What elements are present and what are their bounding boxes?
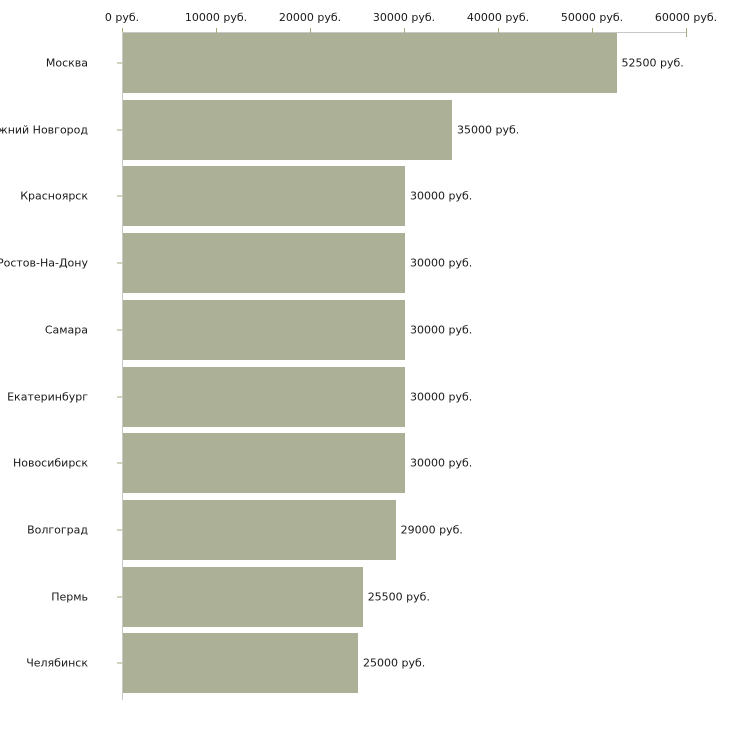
bar[interactable] [123, 366, 405, 427]
bar-value-label: 30000 руб. [410, 256, 473, 270]
y-axis-category-label: Волгоград [27, 523, 88, 537]
bar-row[interactable]: Екатеринбург 30000 руб. [0, 366, 730, 427]
y-axis-category-label: Москва [45, 56, 88, 70]
y-axis-category-label: Пермь [51, 590, 88, 604]
bar-value-label: 30000 руб. [410, 390, 473, 403]
bar-row[interactable]: Ростов-На-Дону 30000 руб. [0, 233, 730, 294]
bar[interactable] [123, 33, 617, 93]
bar[interactable] [123, 166, 405, 227]
y-axis-category-label: Красноярск [20, 189, 88, 203]
bar-row[interactable]: Красноярск 30000 руб. [0, 166, 730, 227]
bar-row[interactable]: Волгоград 29000 руб. [0, 499, 730, 560]
y-axis-tick [117, 662, 122, 664]
bar[interactable] [123, 499, 396, 560]
y-axis-category-label: Самара [44, 323, 88, 337]
x-axis-tick-label: 50000 руб. [560, 11, 624, 24]
x-axis-tick [592, 28, 593, 37]
bar[interactable] [123, 299, 405, 360]
bar-value-label: 35000 руб. [457, 123, 520, 137]
y-axis-tick [117, 329, 122, 331]
x-axis-tick-label: 60000 руб. [654, 11, 718, 24]
x-axis-tick-label: 40000 руб. [466, 11, 530, 24]
x-axis-tick-label: 20000 руб. [278, 11, 342, 24]
y-axis-tick [117, 129, 122, 131]
y-axis-category-label: Ростов-На-Дону [0, 256, 88, 270]
y-axis-category-label: Челябинск [26, 656, 88, 670]
bar-row[interactable]: Пермь 25500 руб. [0, 566, 730, 627]
y-axis-tick [117, 462, 122, 464]
bar[interactable] [123, 566, 363, 627]
y-axis-tick [117, 596, 122, 598]
y-axis-category-label: Нижний Новгород [0, 123, 88, 137]
bar-value-label: 30000 руб. [410, 189, 473, 203]
bar-value-label: 29000 руб. [400, 523, 463, 537]
x-axis-tick [686, 28, 687, 37]
bar[interactable] [123, 233, 405, 294]
x-axis-tick-label: 10000 руб. [184, 11, 248, 24]
bar-value-label: 30000 руб. [410, 456, 473, 470]
y-axis-line [122, 32, 123, 700]
x-axis-tick-label: 0 руб. [104, 11, 140, 24]
y-axis-tick [117, 195, 122, 197]
y-axis-category-label: Новосибирск [12, 456, 88, 470]
y-axis-tick [117, 396, 122, 397]
bar[interactable] [123, 433, 405, 494]
y-axis-tick [117, 262, 122, 264]
y-axis-tick [117, 529, 122, 531]
bar-value-label: 52500 руб. [621, 56, 684, 70]
x-axis-tick [404, 28, 405, 37]
bar-row[interactable]: Нижний Новгород 35000 руб. [0, 99, 730, 160]
bar-row[interactable]: Москва 52500 руб. [0, 33, 730, 93]
bar-value-label: 25000 руб. [363, 656, 426, 670]
bar[interactable] [123, 633, 358, 694]
bar[interactable] [123, 99, 452, 160]
bar-row[interactable]: Новосибирск 30000 руб. [0, 433, 730, 494]
x-axis-tick [216, 28, 217, 37]
x-axis-tick [310, 28, 311, 37]
bar-value-label: 30000 руб. [410, 323, 473, 337]
y-axis-tick [117, 62, 122, 64]
x-axis-tick-label: 30000 руб. [372, 11, 436, 24]
x-axis-tick [498, 28, 499, 37]
bar-value-label: 25500 руб. [367, 590, 430, 604]
x-axis: 0 руб. 10000 руб. 20000 руб. 30000 руб. 4000… [0, 0, 730, 40]
y-axis-category-label: Екатеринбург [7, 390, 88, 403]
bar-row[interactable]: Самара 30000 руб. [0, 299, 730, 360]
bar-row[interactable]: Челябинск 25000 руб. [0, 633, 730, 694]
